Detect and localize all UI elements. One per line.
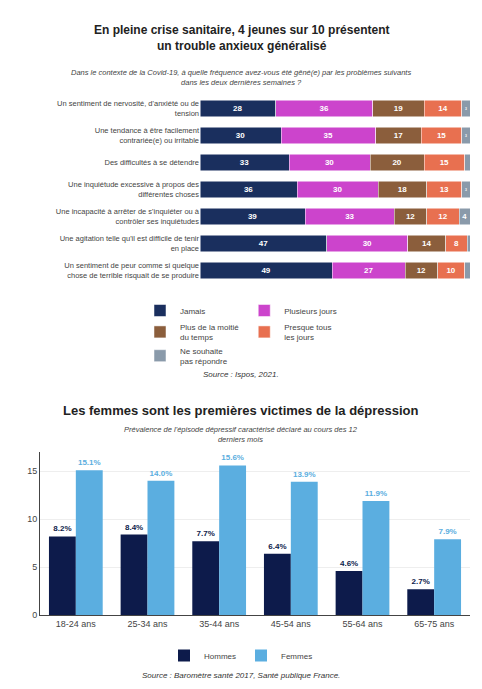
svg-text:19: 19: [394, 104, 403, 113]
svg-text:3: 3: [465, 107, 467, 111]
svg-text:35-44 ans: 35-44 ans: [199, 619, 240, 629]
svg-text:11.9%: 11.9%: [365, 489, 387, 498]
svg-text:Une agitation telle qu'il est: Une agitation telle qu'il est difficile …: [60, 234, 200, 253]
svg-text:14.0%: 14.0%: [150, 469, 173, 478]
svg-text:30: 30: [363, 239, 372, 248]
svg-text:Ne souhaitepas répondre: Ne souhaitepas répondre: [180, 347, 228, 366]
svg-text:Les femmes sont les premières: Les femmes sont les premières victimes d…: [63, 403, 419, 418]
svg-text:3: 3: [465, 134, 467, 138]
svg-text:15.6%: 15.6%: [221, 453, 244, 462]
svg-text:12: 12: [438, 212, 447, 221]
svg-text:10: 10: [27, 514, 37, 524]
svg-text:4: 4: [462, 212, 467, 221]
svg-text:30: 30: [333, 185, 342, 194]
svg-text:6.4%: 6.4%: [268, 542, 286, 551]
svg-text:En pleine crise sanitaire, 4 j: En pleine crise sanitaire, 4 jeunes sur …: [94, 23, 389, 53]
svg-text:7.9%: 7.9%: [438, 527, 456, 536]
svg-text:13.9%: 13.9%: [293, 470, 316, 479]
svg-text:15: 15: [27, 466, 37, 476]
svg-text:8: 8: [454, 239, 459, 248]
svg-text:12: 12: [406, 212, 415, 221]
svg-text:8.4%: 8.4%: [125, 523, 143, 532]
svg-text:18-24 ans: 18-24 ans: [56, 619, 97, 629]
svg-text:47: 47: [259, 239, 268, 248]
svg-text:18: 18: [398, 185, 407, 194]
svg-text:36: 36: [244, 185, 253, 194]
svg-text:4.6%: 4.6%: [340, 559, 358, 568]
svg-text:Prévalence de l'épisode dépres: Prévalence de l'épisode dépressif caract…: [124, 425, 358, 444]
svg-text:17: 17: [394, 131, 403, 140]
svg-text:65-75 ans: 65-75 ans: [414, 619, 455, 629]
svg-text:39: 39: [248, 212, 257, 221]
svg-text:13: 13: [440, 185, 449, 194]
svg-text:Hommes: Hommes: [204, 652, 236, 661]
svg-text:Une inquiétude excessive à pro: Une inquiétude excessive à propos desdif…: [68, 180, 199, 199]
svg-text:27: 27: [364, 266, 373, 275]
svg-text:0: 0: [32, 610, 37, 620]
svg-text:7.7%: 7.7%: [197, 529, 215, 538]
svg-text:Un sentiment de peur comme si: Un sentiment de peur comme si quelquecho…: [64, 261, 199, 280]
svg-text:Jamais: Jamais: [180, 307, 205, 316]
svg-text:45-54 ans: 45-54 ans: [271, 619, 312, 629]
svg-text:55-64 ans: 55-64 ans: [342, 619, 383, 629]
svg-text:8.2%: 8.2%: [53, 524, 71, 533]
svg-text:36: 36: [319, 104, 328, 113]
svg-text:15: 15: [437, 131, 446, 140]
svg-text:15.1%: 15.1%: [78, 458, 101, 467]
svg-text:25-34 ans: 25-34 ans: [127, 619, 168, 629]
svg-text:Plusieurs jours: Plusieurs jours: [284, 307, 336, 316]
svg-text:12: 12: [417, 266, 426, 275]
svg-text:33: 33: [345, 212, 354, 221]
svg-text:3: 3: [465, 188, 467, 192]
svg-text:10: 10: [446, 266, 455, 275]
svg-text:28: 28: [233, 104, 242, 113]
svg-text:14: 14: [438, 104, 447, 113]
svg-text:20: 20: [392, 158, 401, 167]
svg-text:Une tendance à être facilement: Une tendance à être facilementcontrariée…: [95, 126, 200, 145]
svg-text:14: 14: [422, 239, 431, 248]
svg-text:Source : Ispos, 2021.: Source : Ispos, 2021.: [203, 370, 279, 379]
svg-text:Plus de la moitiédu temps: Plus de la moitiédu temps: [180, 323, 239, 342]
svg-text:5: 5: [32, 562, 37, 572]
svg-text:30: 30: [236, 131, 245, 140]
svg-text:49: 49: [261, 266, 270, 275]
svg-text:35: 35: [324, 131, 333, 140]
svg-text:Dans le contexte de la Covid-1: Dans le contexte de la Covid-19, à quell…: [71, 68, 411, 87]
svg-text:Une incapacité à arrêter de s': Une incapacité à arrêter de s'inquiéter …: [56, 207, 200, 226]
svg-text:2.7%: 2.7%: [412, 577, 430, 586]
svg-text:Des difficultés à se détendre: Des difficultés à se détendre: [104, 158, 199, 167]
svg-text:15: 15: [440, 158, 449, 167]
svg-text:33: 33: [240, 158, 249, 167]
svg-text:Un sentiment de nervosité, d'a: Un sentiment de nervosité, d'anxiété ou …: [57, 99, 199, 118]
svg-text:Femmes: Femmes: [281, 652, 312, 661]
svg-text:30: 30: [325, 158, 334, 167]
svg-text:Source : Baromètre santé 2017,: Source : Baromètre santé 2017, Santé pub…: [142, 671, 340, 680]
svg-text:Presque tousles jours: Presque tousles jours: [284, 323, 331, 342]
